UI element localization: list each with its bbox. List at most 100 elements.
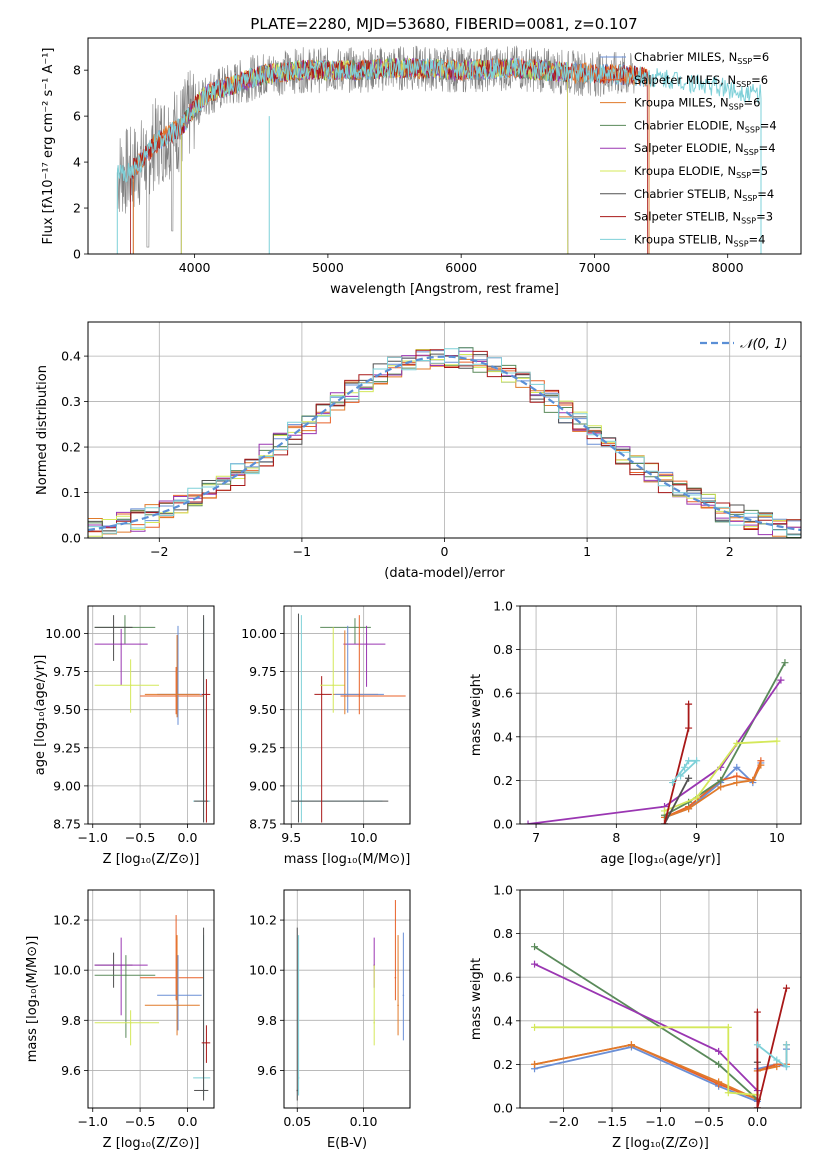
legend-nssp-sub: SSP: [736, 80, 751, 89]
x-tick-label: 10.0: [350, 830, 378, 845]
mass-weight-line: [756, 1044, 788, 1069]
mass-weight-marker: [685, 774, 693, 782]
mass-weight-marker: [531, 960, 539, 968]
x-tick-label: −1.5: [597, 1114, 627, 1129]
data-point: [205, 1042, 208, 1044]
spectrum-panel: 4000 5000 6000 7000 8000 0 2 4 6 8 wavelength [Ang…: [41, 37, 802, 297]
age-vs-mass-panel: 9.5 10.0 8.75 9.00 9.25 9.50 9.75 10.00 mass [lo…: [241, 605, 411, 867]
legend-series-name: Kroupa ELODIE: [634, 164, 720, 178]
legend-nssp-prefix: , N: [725, 210, 741, 224]
axes-frame: [87, 321, 802, 539]
legend-nssp-value: =4: [759, 141, 776, 155]
y-tick-label: 0.4: [493, 729, 513, 744]
y-tick-label: 0: [73, 247, 81, 262]
data-point: [373, 1022, 375, 1024]
y-tick-label: 8: [73, 63, 81, 78]
data-point: [397, 1004, 399, 1007]
x-tick-label: 8000: [712, 260, 744, 275]
data-point: [177, 994, 179, 997]
y-tick-label: 0.4: [493, 1013, 513, 1028]
legend-series-name: Chabrier ELODIE: [634, 118, 729, 132]
x-tick-label: −2.0: [548, 1114, 578, 1129]
mass-weight-marker: [661, 807, 669, 815]
legend-nssp-sub: SSP: [745, 125, 760, 134]
y-axis-label: mass [log₁₀(M/M⊙)]: [25, 936, 40, 1063]
legend-series-name: Salpeter MILES: [634, 73, 720, 87]
mass-weight-marker: [685, 757, 693, 765]
data-point: [365, 643, 368, 645]
mass-weight-marker: [685, 724, 693, 732]
mass-weight-marker: [773, 1056, 781, 1064]
legend-nssp-value: =4: [757, 187, 774, 201]
legend-nssp-sub: SSP: [741, 217, 756, 226]
mass-weight-marker: [777, 676, 785, 684]
x-tick-label: −2: [150, 544, 168, 559]
data-point: [320, 693, 323, 696]
mass-vs-Z-panel: −1.0 −0.5 0.0 9.6 9.8 10.0 10.2 Z [log₁₀(Z/Z⊙)]…: [25, 889, 215, 1151]
mass-weight-line: [534, 1043, 777, 1101]
y-tick-label: 0.6: [493, 686, 513, 701]
data-point: [120, 643, 122, 645]
x-tick-label: 8: [612, 830, 620, 845]
legend-entry: Kroupa ELODIE, NSSP=5: [634, 164, 768, 180]
normal-curve-line: [88, 355, 801, 532]
y-axis-label: mass weight: [469, 674, 484, 756]
data-point: [125, 974, 127, 976]
x-axis-label: Z [log₁₀(Z/Z⊙)]: [103, 852, 200, 867]
y-tick-label: 0.1: [61, 485, 81, 500]
y-tick-label: 9.8: [61, 1013, 81, 1028]
mass-weight-marker: [717, 783, 725, 791]
mass-weight-marker: [627, 1041, 635, 1049]
legend-nssp-prefix: , N: [721, 50, 737, 64]
x-axis-label: wavelength [Angstrom, rest frame]: [330, 282, 559, 297]
mass-weight-marker: [773, 1063, 781, 1071]
x-tick-label: 9.5: [281, 830, 301, 845]
mass-weight-marker: [715, 1078, 723, 1086]
x-tick-label: −1.0: [645, 1114, 675, 1129]
mass-weight-marker: [753, 1041, 761, 1049]
weight-vs-Z-panel: −2.0 −1.5 −1.0 −0.5 0.0 0.0 0.2 0.4 0.6 0.8 1.0 Z […: [469, 883, 802, 1151]
weight-vs-age-panel: 7 8 9 10 0.0 0.2 0.4 0.6 0.8 1.0 age [log₁₀(age/yr…: [469, 599, 802, 867]
legend-series-name: Salpeter ELODIE: [634, 141, 728, 155]
x-tick-label: −1: [293, 544, 311, 559]
y-tick-label: 10.0: [53, 963, 81, 978]
axes-frame: [87, 605, 215, 825]
y-tick-label: 9.25: [249, 740, 277, 755]
data-point: [202, 800, 205, 802]
x-axis-label: E(B-V): [327, 1136, 367, 1151]
legend-nssp-value: =6: [744, 96, 761, 110]
x-tick-label: 0.05: [283, 1114, 311, 1129]
axes-frame: [519, 605, 802, 825]
legend-nssp-value: =4: [749, 232, 766, 246]
y-tick-label: 9.75: [249, 664, 277, 679]
residuals-panel: −2 −1 0 1 2 0.0 0.1 0.2 0.3 0.4 (data-model)/error…: [35, 321, 802, 581]
y-tick-label: 0.2: [61, 440, 81, 455]
mass-weight-marker: [773, 737, 781, 745]
residual-histogram-step: [88, 349, 801, 532]
mass-weight-marker: [693, 794, 701, 802]
legend-nssp-value: =5: [751, 164, 768, 178]
y-tick-label: 6: [73, 109, 81, 124]
legend-series-name: Kroupa MILES: [634, 96, 713, 110]
data-point: [120, 964, 122, 966]
legend-nssp-prefix: , N: [713, 96, 729, 110]
mass-weight-marker: [782, 1041, 790, 1049]
y-axis-label: age [log₁₀(age/yr)]: [33, 655, 48, 776]
y-tick-label: 10.00: [241, 626, 277, 641]
y-tick-label: 9.6: [257, 1063, 277, 1078]
mass-weight-marker: [661, 820, 669, 824]
legend-entry: Kroupa MILES, NSSP=6: [634, 96, 761, 112]
y-tick-label: 9.00: [249, 778, 277, 793]
x-tick-label: 7000: [579, 260, 611, 275]
axes-frame: [283, 605, 411, 825]
legend-entry: Salpeter MILES, NSSP=6: [634, 73, 768, 89]
y-tick-label: 0.2: [493, 1057, 513, 1072]
x-tick-label: 0.0: [178, 830, 198, 845]
y-tick-label: 0.2: [493, 773, 513, 788]
x-tick-label: 1: [583, 544, 591, 559]
mass-weight-marker: [715, 1047, 723, 1055]
y-tick-label: 10.2: [53, 913, 81, 928]
age-vs-Z-panel: −1.0 −0.5 0.0 8.75 9.00 9.25 9.50 9.75 10.00 Z [l…: [33, 605, 215, 867]
mass-weight-line: [663, 777, 690, 824]
